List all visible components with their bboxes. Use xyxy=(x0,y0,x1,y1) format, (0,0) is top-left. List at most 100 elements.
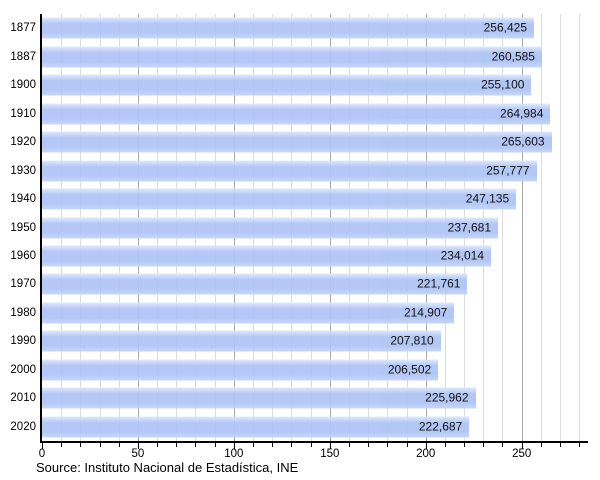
bar-value-label: 225,962 xyxy=(425,390,469,405)
x-tick-minor xyxy=(483,443,485,447)
bar-row: 2010 225,962 xyxy=(10,384,585,412)
bar-row: 1910 264,984 xyxy=(10,99,585,127)
bar-value-label: 222,687 xyxy=(418,419,463,434)
bar: 256,425 xyxy=(42,17,534,39)
x-axis-tick-label: 150 xyxy=(320,448,340,460)
x-tick-minor xyxy=(214,443,216,447)
bar: 214,907 xyxy=(42,302,455,324)
bar: 237,681 xyxy=(42,217,499,239)
x-tick-minor xyxy=(444,443,446,447)
bar-row: 1920 265,603 xyxy=(10,128,585,156)
bar: 207,810 xyxy=(42,330,441,352)
x-tick-major xyxy=(521,443,523,449)
bar-row: 1950 237,681 xyxy=(10,213,585,241)
x-tick-minor xyxy=(502,443,504,447)
y-axis-label: 1980 xyxy=(10,306,36,319)
x-tick-minor xyxy=(387,443,389,447)
bar: 260,585 xyxy=(42,46,542,68)
x-tick-minor xyxy=(310,443,312,447)
y-axis-line xyxy=(40,14,42,443)
bar-value-label: 255,100 xyxy=(481,77,525,92)
x-tick-major xyxy=(233,443,235,449)
x-axis-tick-labels: 0 50 100 150 200 250 xyxy=(38,448,585,462)
y-axis-label: 1960 xyxy=(10,249,36,262)
gridline-minor xyxy=(540,14,542,441)
x-tick-major xyxy=(329,443,331,449)
x-axis-line xyxy=(40,441,588,443)
plot-area: 1877 256,425 1887 260,585 1900 255,100 1910 264… xyxy=(10,14,585,441)
x-tick-minor xyxy=(80,443,82,447)
bar: 257,777 xyxy=(42,160,537,182)
x-tick-minor xyxy=(272,443,274,447)
bar-row: 1900 255,100 xyxy=(10,71,585,99)
gridline-minor xyxy=(579,14,581,441)
bar-value-label: 260,585 xyxy=(491,49,535,64)
bar-value-label: 237,681 xyxy=(447,220,492,235)
bar-row: 1887 260,585 xyxy=(10,42,585,70)
x-tick-major xyxy=(42,443,43,449)
x-tick-minor xyxy=(464,443,466,447)
bar-row: 1940 247,135 xyxy=(10,185,585,213)
x-axis-tick-label: 0 xyxy=(38,448,46,460)
gridline-major xyxy=(521,14,523,441)
bar-row: 1877 256,425 xyxy=(10,14,585,42)
y-axis-label: 1910 xyxy=(10,107,36,120)
y-axis-label: 1920 xyxy=(10,136,36,149)
x-tick-minor xyxy=(291,443,293,447)
y-axis-label: 1877 xyxy=(10,22,36,35)
x-tick-minor xyxy=(368,443,370,447)
x-tick-minor xyxy=(157,443,159,447)
x-tick-major xyxy=(137,443,139,449)
bar-value-label: 247,135 xyxy=(465,191,510,206)
bar-row: 1990 207,810 xyxy=(10,327,585,355)
x-axis-tick-label: 100 xyxy=(224,448,244,460)
bar: 221,761 xyxy=(42,273,468,295)
bar-rows: 1877 256,425 1887 260,585 1900 255,100 1910 264… xyxy=(10,14,585,441)
x-tick-minor xyxy=(61,443,63,447)
bar-value-label: 265,603 xyxy=(501,134,545,149)
bar: 222,687 xyxy=(42,416,470,438)
x-tick-major xyxy=(425,443,427,449)
y-axis-label: 1887 xyxy=(10,50,36,63)
source-note: Source: Instituto Nacional de Estadístic… xyxy=(36,460,299,475)
bar-value-label: 256,425 xyxy=(483,20,527,35)
x-tick-minor xyxy=(348,443,350,447)
bar-row: 1960 234,014 xyxy=(10,242,585,270)
y-axis-label: 2010 xyxy=(10,392,36,405)
bar-row: 2020 222,687 xyxy=(10,413,585,441)
y-axis-label: 1930 xyxy=(10,164,36,177)
bar-row: 1970 221,761 xyxy=(10,270,585,298)
gridline-minor xyxy=(502,14,504,441)
bar-value-label: 206,502 xyxy=(387,362,432,377)
x-axis-tick-label: 200 xyxy=(416,448,436,460)
bar-value-label: 207,810 xyxy=(390,333,434,348)
bar-row: 2000 206,502 xyxy=(10,356,585,384)
bar-value-label: 234,014 xyxy=(440,248,484,263)
gridline-minor xyxy=(560,14,562,441)
x-tick-minor xyxy=(253,443,255,447)
x-tick-minor xyxy=(195,443,197,447)
bar: 225,962 xyxy=(42,387,476,409)
x-tick-minor xyxy=(560,443,562,447)
x-tick-minor xyxy=(579,443,581,447)
x-tick-minor xyxy=(99,443,101,447)
y-axis-label: 1950 xyxy=(10,221,36,234)
x-axis-tick-label: 250 xyxy=(512,448,532,460)
bar-row: 1930 257,777 xyxy=(10,156,585,184)
x-tick-minor xyxy=(176,443,178,447)
bar: 234,014 xyxy=(42,245,491,267)
bar: 265,603 xyxy=(42,131,552,153)
y-axis-label: 2020 xyxy=(10,420,36,433)
y-axis-label: 1990 xyxy=(10,335,36,348)
y-axis-label: 1970 xyxy=(10,278,36,291)
x-axis-ticks xyxy=(42,443,585,451)
y-axis-label: 1940 xyxy=(10,193,36,206)
bar-value-label: 214,907 xyxy=(403,305,448,320)
bar-row: 1980 214,907 xyxy=(10,299,585,327)
bar: 206,502 xyxy=(42,359,439,381)
y-axis-label: 1900 xyxy=(10,79,36,92)
x-tick-minor xyxy=(118,443,120,447)
bar: 247,135 xyxy=(42,188,517,210)
x-tick-minor xyxy=(406,443,408,447)
